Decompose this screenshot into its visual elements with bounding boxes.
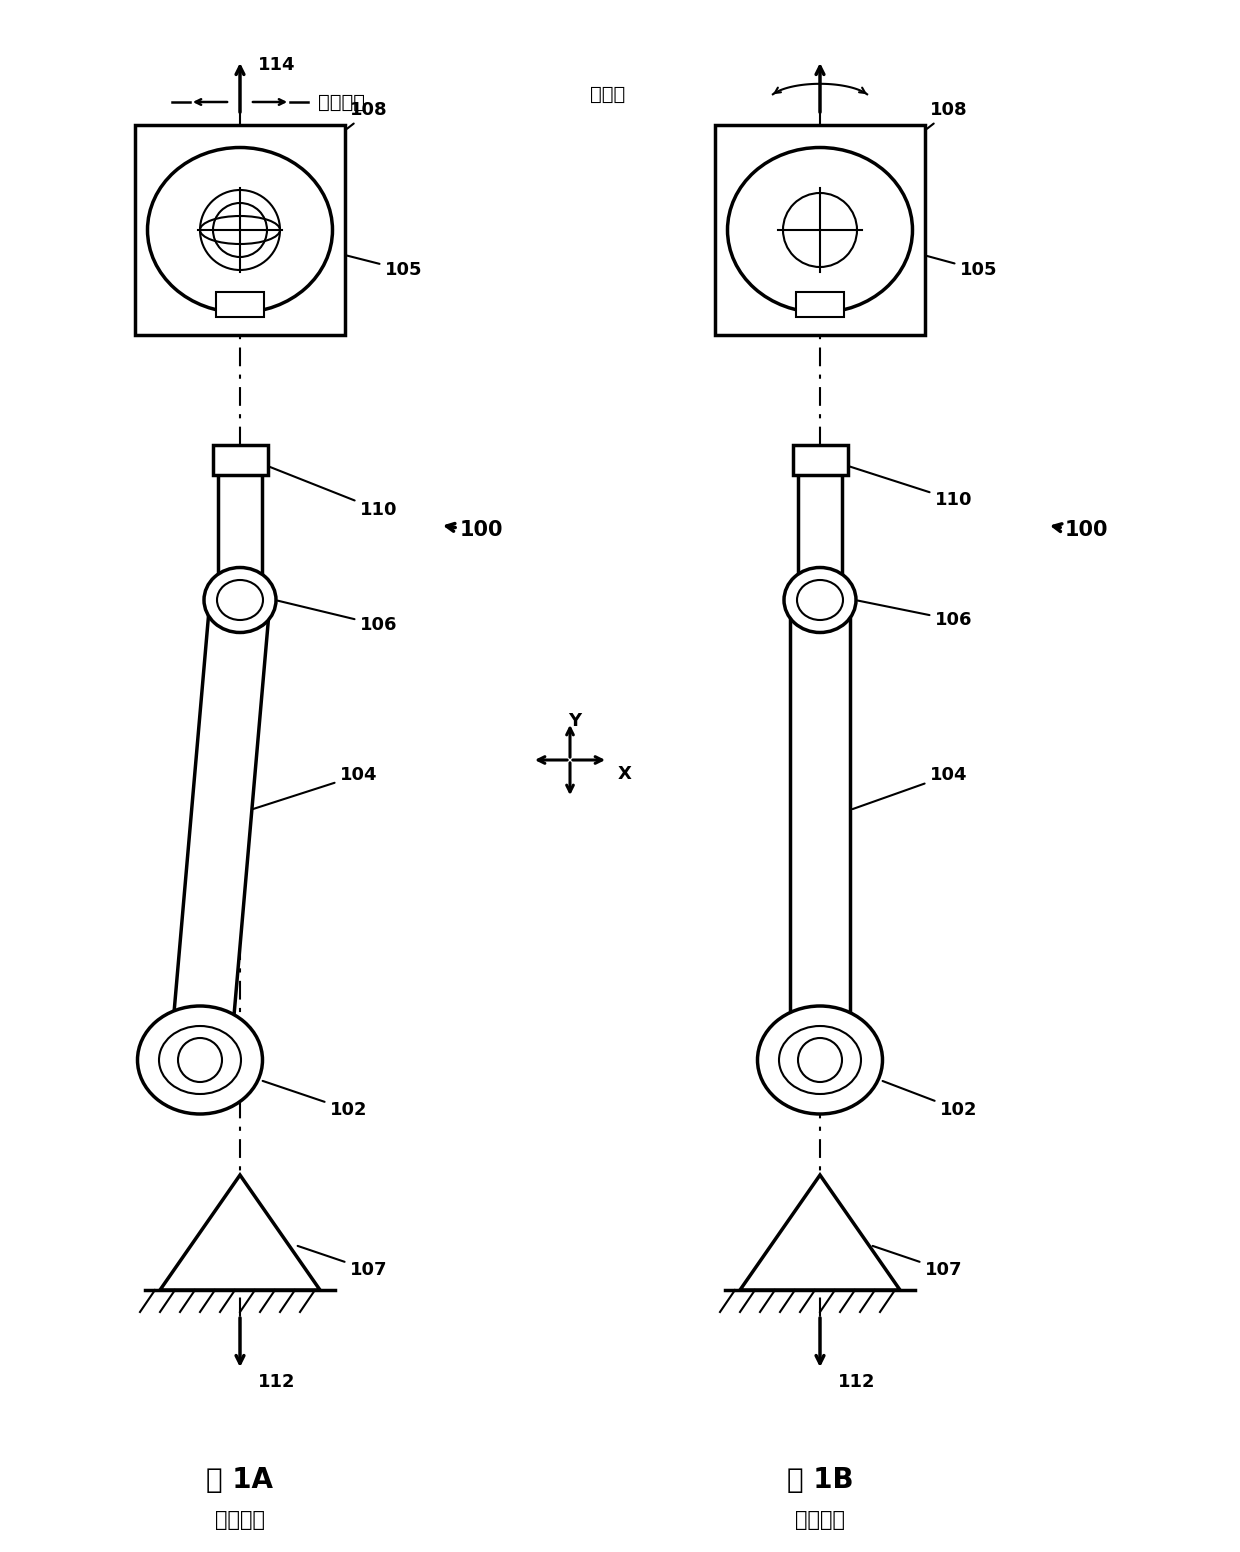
- Text: 线性误差: 线性误差: [317, 93, 365, 112]
- Text: 107: 107: [298, 1246, 387, 1279]
- Bar: [216, 292, 264, 317]
- Ellipse shape: [217, 580, 263, 619]
- Bar: [796, 292, 844, 317]
- Text: 114: 114: [258, 56, 295, 74]
- Text: 108: 108: [828, 101, 967, 163]
- Bar: [715, 126, 925, 335]
- Text: Y: Y: [568, 712, 582, 729]
- Text: 图 1B: 图 1B: [786, 1467, 853, 1495]
- Text: 现有技术: 现有技术: [215, 1510, 265, 1530]
- Polygon shape: [170, 598, 270, 1063]
- Polygon shape: [740, 1175, 900, 1290]
- Ellipse shape: [728, 147, 913, 312]
- Text: 106: 106: [278, 601, 398, 635]
- Polygon shape: [799, 459, 842, 601]
- Text: 104: 104: [253, 767, 377, 809]
- Ellipse shape: [205, 568, 277, 633]
- Polygon shape: [790, 601, 849, 1060]
- Text: 110: 110: [848, 466, 972, 509]
- Text: 图 1A: 图 1A: [207, 1467, 274, 1495]
- Text: 108: 108: [248, 101, 388, 163]
- Ellipse shape: [784, 568, 856, 633]
- Text: 100: 100: [1065, 520, 1109, 540]
- Bar: [212, 445, 268, 475]
- Text: 现有技术: 现有技术: [795, 1510, 844, 1530]
- Polygon shape: [218, 459, 262, 601]
- Bar: [135, 126, 345, 335]
- Text: 104: 104: [853, 767, 967, 809]
- Circle shape: [179, 1038, 222, 1082]
- Ellipse shape: [159, 1026, 241, 1094]
- Text: X: X: [618, 765, 632, 784]
- Bar: [792, 445, 847, 475]
- Ellipse shape: [758, 1006, 883, 1114]
- Text: 102: 102: [263, 1080, 367, 1119]
- Text: 112: 112: [838, 1374, 875, 1391]
- Ellipse shape: [779, 1026, 861, 1094]
- Text: 角误差: 角误差: [590, 84, 625, 104]
- Ellipse shape: [797, 580, 843, 619]
- Ellipse shape: [148, 147, 332, 312]
- Ellipse shape: [138, 1006, 263, 1114]
- Text: 105: 105: [908, 251, 997, 279]
- Text: 105: 105: [327, 251, 423, 279]
- Text: 110: 110: [268, 466, 398, 518]
- Text: 107: 107: [873, 1246, 962, 1279]
- Polygon shape: [160, 1175, 320, 1290]
- Text: 112: 112: [258, 1374, 295, 1391]
- Text: 100: 100: [460, 520, 503, 540]
- Text: 102: 102: [883, 1082, 977, 1119]
- Text: 106: 106: [858, 601, 972, 629]
- Circle shape: [799, 1038, 842, 1082]
